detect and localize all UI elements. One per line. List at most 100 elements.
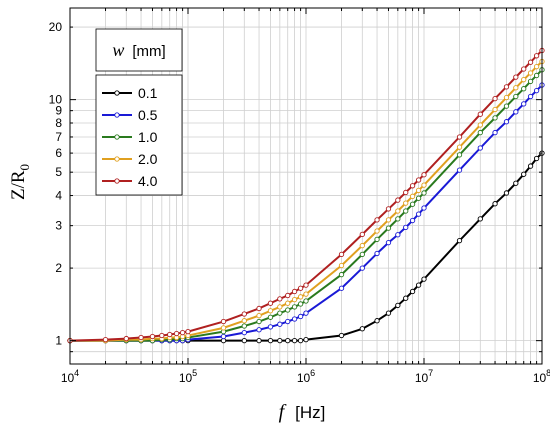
axis-ticks — [69, 8, 542, 365]
data-point — [403, 200, 409, 206]
data-point — [521, 66, 527, 72]
x-tick-exponent: 7 — [428, 368, 433, 378]
data-point — [285, 318, 291, 325]
data-point — [277, 337, 283, 344]
x-tick-base: 10 — [297, 371, 311, 385]
legend-item-0.5: 0.5 — [102, 107, 158, 123]
x-axis-title: f [Hz] — [279, 401, 326, 423]
data-point — [338, 251, 345, 258]
y-tick-label: 3 — [55, 219, 62, 233]
x-tick-label: 106 — [297, 368, 315, 385]
data-point — [409, 183, 416, 189]
data-point — [303, 282, 309, 288]
legend-item-1.0: 1.0 — [102, 129, 158, 145]
legend-items: 0.1 0.5 1.0 2.0 4.0 — [102, 85, 158, 189]
legend-swatch-marker — [114, 112, 120, 118]
x-tick-base: 10 — [61, 371, 75, 385]
data-point — [359, 242, 365, 249]
data-point — [256, 318, 262, 325]
y-tick-label: 4 — [55, 189, 62, 203]
data-point — [403, 224, 409, 231]
legend-label: 4.0 — [138, 173, 158, 189]
data-point — [492, 106, 498, 113]
data-point — [415, 177, 422, 183]
data-point — [421, 172, 427, 178]
legend-label: 2.0 — [138, 151, 158, 167]
data-point — [338, 262, 345, 269]
legend-title-box — [95, 28, 183, 72]
data-point — [415, 195, 422, 201]
data-point — [220, 333, 227, 340]
legend-label: 1.0 — [138, 129, 158, 145]
data-point — [256, 312, 262, 319]
data-point — [267, 314, 274, 320]
data-point — [456, 237, 463, 244]
data-point — [409, 288, 416, 295]
data-point — [409, 217, 416, 224]
data-point — [303, 336, 309, 343]
data-point — [421, 182, 427, 188]
data-point — [421, 190, 427, 196]
legend-title: w [mm] — [112, 40, 165, 60]
data-point — [533, 87, 540, 94]
data-point — [403, 295, 409, 301]
data-point — [533, 64, 540, 70]
data-point — [503, 119, 510, 125]
data-point — [185, 328, 191, 335]
data-point — [277, 310, 283, 316]
legend-item-0.1: 0.1 — [102, 85, 158, 101]
data-point — [277, 304, 283, 310]
data-point — [395, 232, 401, 238]
y-tick-label: 1 — [55, 334, 62, 348]
data-point — [533, 155, 540, 162]
data-point — [415, 211, 422, 217]
data-point — [421, 276, 427, 282]
data-point — [277, 321, 283, 327]
data-point — [297, 313, 304, 320]
data-point — [456, 152, 463, 158]
data-point — [385, 310, 392, 316]
data-point — [338, 271, 345, 278]
data-point — [359, 231, 365, 238]
data-point — [374, 217, 380, 223]
y-axis-title: Z/R0 — [8, 164, 32, 200]
data-point — [456, 144, 463, 150]
data-point — [533, 72, 540, 79]
x-tick-base: 10 — [179, 371, 193, 385]
x-tick-label: 108 — [533, 368, 550, 385]
data-point — [291, 337, 298, 344]
data-point — [241, 329, 247, 336]
legend-title-unit: [mm] — [132, 43, 165, 60]
data-point — [421, 205, 427, 211]
data-point — [297, 337, 304, 344]
data-point — [477, 111, 483, 117]
data-point — [513, 85, 519, 91]
data-point — [492, 129, 498, 136]
data-point — [285, 300, 291, 306]
data-point — [256, 327, 262, 333]
legend-item-2.0: 2.0 — [102, 151, 158, 167]
data-point — [277, 296, 283, 302]
data-point — [385, 240, 392, 246]
data-point — [291, 316, 298, 322]
x-tick-exponent: 6 — [310, 368, 315, 378]
data-point — [477, 122, 483, 128]
data-point — [409, 193, 416, 199]
x-tick-label: 104 — [61, 368, 79, 385]
data-point — [415, 187, 422, 194]
legend-swatch-marker — [114, 134, 120, 140]
y-axis-sub: 0 — [17, 164, 32, 171]
data-point — [527, 78, 534, 85]
data-point — [256, 337, 262, 344]
y-tick-label: 2 — [55, 261, 62, 275]
data-point — [359, 251, 365, 258]
legend: w [mm] 0.1 0.5 1.0 2.0 4.0 — [95, 28, 183, 196]
data-point — [167, 331, 173, 338]
data-point — [403, 208, 409, 214]
y-tick-label: 8 — [55, 116, 62, 130]
data-point — [159, 332, 165, 339]
data-point — [395, 302, 401, 309]
legend-swatch-marker — [114, 156, 120, 162]
